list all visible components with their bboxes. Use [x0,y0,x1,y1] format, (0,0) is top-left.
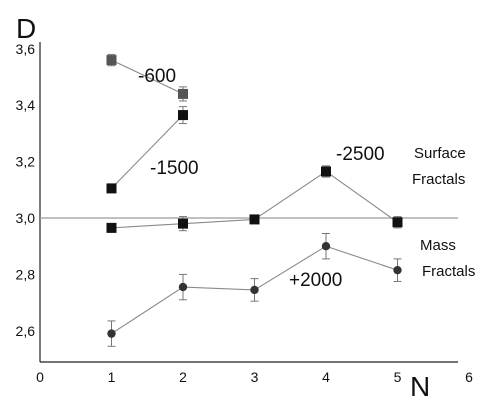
data-point [178,110,188,121]
data-point [249,214,260,225]
x-tick-label: 0 [36,369,44,385]
data-point [250,285,259,295]
data-point [392,217,403,228]
surface-fractals-label-line2: Fractals [412,171,465,188]
y-tick-label: 2,8 [16,266,36,282]
x-tick-label: 4 [322,369,330,385]
y-tick-labels: 2,6 2,8 3,0 3,2 3,4 3,6 [16,41,36,339]
y-axis-label: D [16,13,36,44]
x-tick-label: 6 [465,369,473,385]
y-tick-label: 3,2 [16,154,36,170]
data-point [393,265,402,275]
mass-fractals-label-line1: Mass [420,237,456,254]
x-tick-labels: 0 1 2 3 4 5 6 [36,369,473,385]
surface-fractals-label-line1: Surface [414,145,466,162]
y-tick-label: 3,0 [16,210,36,226]
series-layer [106,53,403,347]
data-point [178,88,188,99]
series-label-minus-1500: -1500 [150,158,199,179]
data-point [321,242,331,251]
data-point [178,218,188,229]
series-group [107,233,402,347]
series-label-minus-600: -600 [138,66,176,87]
x-tick-label: 3 [251,369,259,385]
series-label-plus-2000: +2000 [289,270,342,291]
y-tick-label: 2,6 [16,323,36,339]
series-group [106,53,188,102]
x-tick-label: 5 [394,369,402,385]
data-point [321,166,331,177]
x-axis-label: N [410,371,430,400]
x-tick-label: 1 [108,369,116,385]
x-tick-label: 2 [179,369,187,385]
series-label-minus-2500: -2500 [336,144,385,165]
data-point [107,329,116,338]
y-tick-label: 3,4 [16,97,36,113]
data-point [106,55,117,66]
data-point [178,282,188,292]
mass-fractals-label-line2: Fractals [422,263,475,280]
series-group [106,165,403,233]
y-tick-label: 3,6 [16,41,36,57]
series-line [111,59,184,95]
data-point [106,222,117,233]
data-point [106,183,117,194]
series-line [111,114,184,189]
series-group [106,106,188,194]
